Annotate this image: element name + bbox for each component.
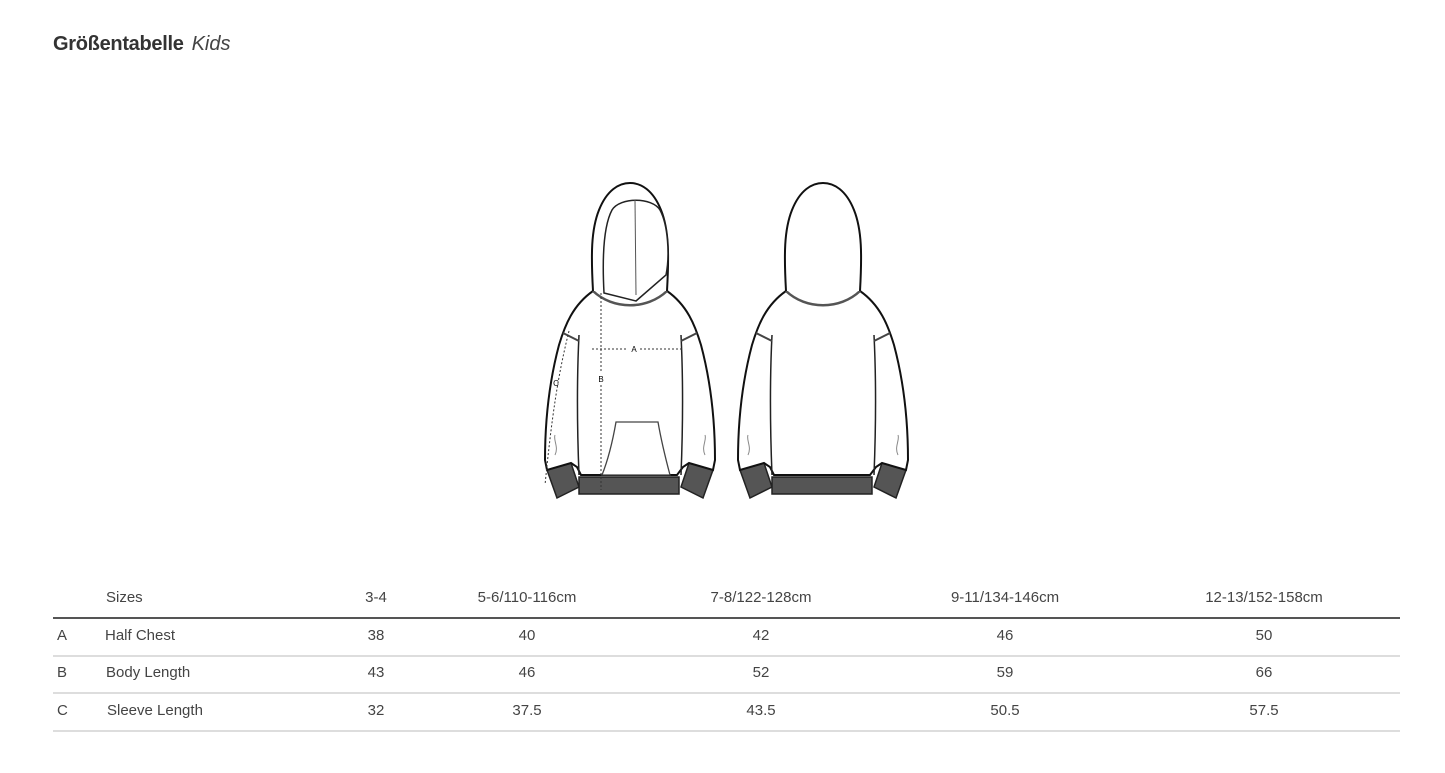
cell-value: 52 xyxy=(752,664,770,681)
row-key: C xyxy=(57,702,68,719)
hoodie-illustration: A B C xyxy=(543,181,910,500)
cell-value: 38 xyxy=(367,627,385,644)
label-b: B xyxy=(598,375,603,384)
row-divider xyxy=(53,692,1400,694)
title-main: Größentabelle xyxy=(53,33,184,55)
header-size: 9-11/134-146cm xyxy=(950,589,1060,606)
cell-value: 37.5 xyxy=(512,702,542,719)
row-divider xyxy=(53,655,1400,657)
cell-value: 46 xyxy=(996,627,1014,644)
cell-value: 57.5 xyxy=(1249,702,1279,719)
table-row: A Half Chest 38 40 42 46 50 xyxy=(53,618,1400,655)
row-divider xyxy=(53,730,1400,732)
header-divider xyxy=(53,617,1400,619)
hoodie-back xyxy=(736,181,910,500)
table-header: Sizes 3-4 5-6/110-116cm 7-8/122-128cm 9-… xyxy=(53,580,1400,617)
header-size: 3-4 xyxy=(365,589,387,606)
row-label: Half Chest xyxy=(105,627,176,644)
title-sub: Kids xyxy=(191,33,231,55)
header-size: 5-6/110-116cm xyxy=(477,589,577,606)
cell-value: 59 xyxy=(996,664,1014,681)
row-key: B xyxy=(57,664,68,681)
cell-value: 66 xyxy=(1255,664,1273,681)
label-a: A xyxy=(631,345,637,354)
row-label: Body Length xyxy=(106,664,191,681)
size-table: Sizes 3-4 5-6/110-116cm 7-8/122-128cm 9-… xyxy=(53,580,1400,732)
table-row: C Sleeve Length 32 37.5 43.5 50.5 57.5 xyxy=(53,693,1400,730)
page-title: Größentabelle Kids xyxy=(53,33,230,56)
cell-value: 50 xyxy=(1255,627,1273,644)
cell-value: 43.5 xyxy=(746,702,776,719)
header-size: 7-8/122-128cm xyxy=(710,589,812,606)
table-row: B Body Length 43 46 52 59 66 xyxy=(53,655,1400,692)
header-size: 12-13/152-158cm xyxy=(1205,589,1323,606)
row-key: A xyxy=(57,627,68,644)
header-sizes: Sizes xyxy=(106,589,143,606)
cell-value: 32 xyxy=(367,702,385,719)
cell-value: 50.5 xyxy=(990,702,1020,719)
hoodie-front: A B C xyxy=(543,181,717,500)
cell-value: 43 xyxy=(367,664,385,681)
cell-value: 42 xyxy=(752,627,770,644)
cell-value: 46 xyxy=(518,664,536,681)
cell-value: 40 xyxy=(518,627,536,644)
label-c: C xyxy=(553,379,559,388)
row-label: Sleeve Length xyxy=(107,702,203,719)
